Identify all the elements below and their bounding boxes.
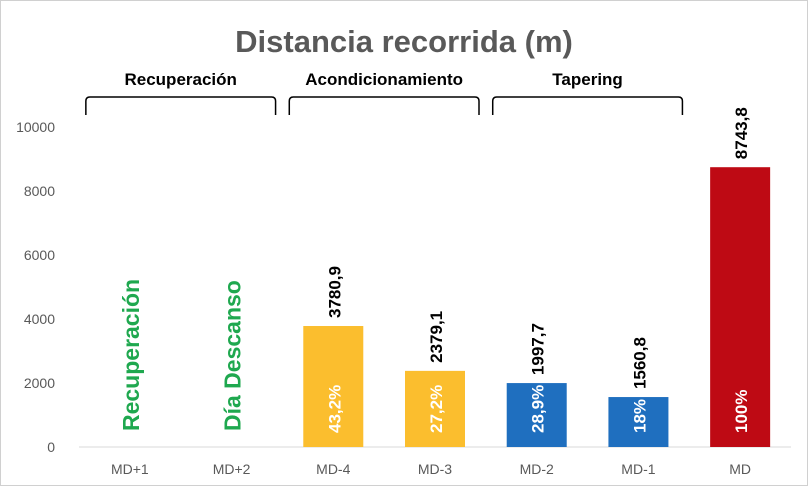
data-label: 1560,8 <box>630 337 649 389</box>
bar <box>303 326 364 447</box>
x-tick-label: MD-4 <box>316 461 350 477</box>
data-label: 2379,1 <box>427 311 446 363</box>
y-tick-label: 8000 <box>24 183 55 199</box>
y-tick-label: 4000 <box>24 311 55 327</box>
group-label: Acondicionamiento <box>305 70 463 89</box>
group-label: Recuperación <box>124 70 236 89</box>
percent-label: 27,2% <box>427 385 446 433</box>
y-tick-label: 0 <box>47 439 55 455</box>
y-tick-label: 10000 <box>16 119 55 135</box>
bar <box>710 167 771 447</box>
group-bracket <box>491 96 684 115</box>
bar <box>405 370 465 447</box>
x-tick-label: MD-3 <box>418 461 452 477</box>
percent-label: 28,9% <box>529 385 548 433</box>
x-tick-label: MD+2 <box>213 461 251 477</box>
bar <box>506 383 567 447</box>
empty-category-label: Día Descanso <box>220 280 246 431</box>
chart-title: Distancia recorrida (m) <box>235 24 573 59</box>
percent-label: 43,2% <box>325 385 344 433</box>
x-tick-label: MD-1 <box>621 461 655 477</box>
data-label: 3780,9 <box>325 266 344 318</box>
group-label: Tapering <box>552 70 623 89</box>
percent-label: 100% <box>732 390 751 433</box>
x-tick-label: MD+1 <box>111 461 149 477</box>
x-tick-label: MD-2 <box>520 461 554 477</box>
y-tick-label: 2000 <box>24 375 55 391</box>
group-bracket <box>85 96 277 115</box>
bar <box>608 397 669 447</box>
percent-label: 18% <box>630 399 649 433</box>
group-bracket <box>288 96 480 115</box>
empty-category-label: Recuperación <box>118 279 144 431</box>
data-label: 8743,8 <box>732 107 751 159</box>
y-tick-label: 6000 <box>24 247 55 263</box>
x-tick-label: MD <box>729 461 751 477</box>
data-label: 1997,7 <box>529 323 548 375</box>
